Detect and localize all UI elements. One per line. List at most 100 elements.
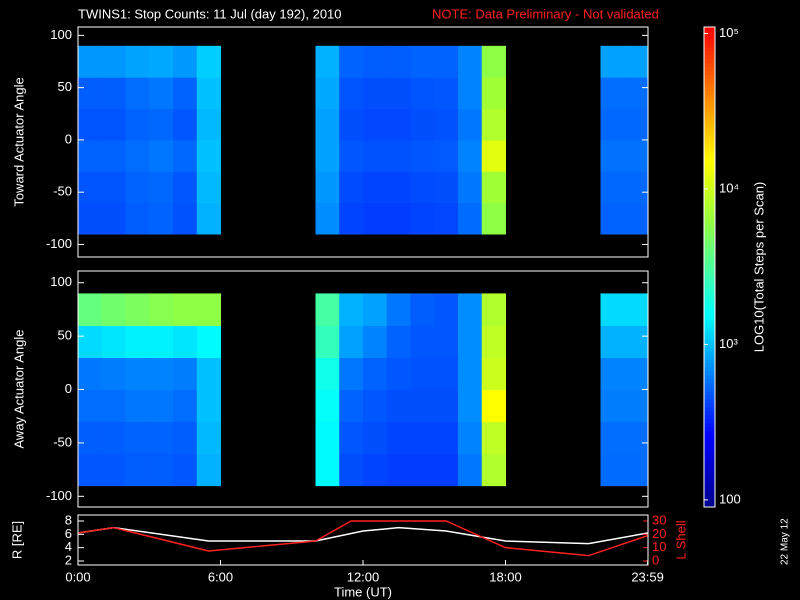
colorbar-strip: [704, 27, 715, 32]
colorbar-strip: [704, 439, 715, 444]
colorbar-strip: [704, 235, 715, 240]
heatmap-cell: [386, 421, 411, 455]
heatmap-cell: [339, 293, 364, 326]
y2-tick-label: 10: [652, 539, 666, 554]
y-tick-label: 6: [65, 526, 72, 541]
heatmap-cell: [600, 202, 625, 235]
colorbar-tick-label: 10⁵: [719, 25, 739, 40]
colorbar-frame: [703, 26, 716, 508]
heatmap-cell: [149, 171, 174, 204]
x-tick-label: 12:00: [347, 569, 380, 584]
colorbar-strip: [704, 351, 715, 356]
heatmap-cell: [434, 171, 459, 204]
heatmap-cell: [434, 202, 459, 235]
heatmap-cell: [386, 45, 411, 78]
heatmap-cell: [196, 293, 221, 326]
colorbar-strip: [704, 119, 715, 124]
colorbar-strip: [704, 123, 715, 128]
heatmap-cell: [600, 389, 625, 423]
colorbar-strip: [704, 387, 715, 392]
heatmap-cell: [458, 108, 483, 141]
heatmap-cell: [78, 453, 103, 487]
heatmap-cell: [363, 421, 388, 455]
heatmap-cell: [458, 357, 483, 391]
heatmap-cell: [386, 77, 411, 110]
colorbar-strip: [704, 311, 715, 316]
heatmap-cell: [600, 77, 625, 110]
colorbar-strip: [704, 291, 715, 296]
heatmap-cell: [339, 202, 364, 235]
colorbar-strip: [704, 75, 715, 80]
heatmap-cell: [624, 77, 649, 110]
colorbar-strip: [704, 431, 715, 436]
colorbar-strip: [704, 379, 715, 384]
heatmap-cell: [410, 421, 435, 455]
colorbar-strip: [704, 295, 715, 300]
heatmap-cell: [196, 453, 221, 487]
heatmap-cell: [315, 421, 340, 455]
colorbar-strip: [704, 135, 715, 140]
y-tick-label: 0: [65, 131, 72, 146]
colorbar-strip: [704, 191, 715, 196]
heatmap-cell: [386, 202, 411, 235]
colorbar-strip: [704, 67, 715, 72]
heatmap-cell: [386, 171, 411, 204]
heatmap-cell: [173, 357, 198, 391]
colorbar-strip: [704, 159, 715, 164]
heatmap-cell: [600, 108, 625, 141]
heatmap-cell: [101, 171, 126, 204]
heatmap-cell: [125, 108, 150, 141]
colorbar-strip: [704, 455, 715, 460]
colorbar-strip: [704, 47, 715, 52]
heatmap-cell: [149, 108, 174, 141]
colorbar-strip: [704, 403, 715, 408]
heatmap-cell: [149, 325, 174, 358]
heatmap-cell: [315, 325, 340, 358]
heatmap-cell: [386, 453, 411, 487]
colorbar-strip: [704, 499, 715, 504]
colorbar-strip: [704, 231, 715, 236]
heatmap-cell: [624, 108, 649, 141]
colorbar-strip: [704, 99, 715, 104]
colorbar-strip: [704, 51, 715, 56]
heatmap-cell: [624, 202, 649, 235]
colorbar-strip: [704, 223, 715, 228]
heatmap-cell: [339, 77, 364, 110]
heatmap-cell: [315, 45, 340, 78]
colorbar-strip: [704, 299, 715, 304]
heatmap-cell: [434, 77, 459, 110]
heatmap-cell: [458, 421, 483, 455]
y-tick-label: 0: [65, 381, 72, 396]
colorbar-strip: [704, 419, 715, 424]
colorbar-strip: [704, 315, 715, 320]
heatmap-cell: [363, 357, 388, 391]
plot-frame: [77, 26, 649, 258]
heatmap-cell: [149, 139, 174, 172]
heatmap-cell: [458, 139, 483, 172]
heatmap-cell: [339, 171, 364, 204]
colorbar-strip: [704, 255, 715, 260]
heatmap-cell: [363, 45, 388, 78]
heatmap-cell: [339, 108, 364, 141]
heatmap-cell: [434, 139, 459, 172]
heatmap-cell: [78, 108, 103, 141]
heatmap-cell: [173, 45, 198, 78]
heatmap-cell: [363, 77, 388, 110]
colorbar-strip: [704, 171, 715, 176]
colorbar-strip: [704, 459, 715, 464]
heatmap-cell: [315, 77, 340, 110]
note: NOTE: Data Preliminary - Not validated: [432, 6, 659, 21]
heatmap-cell: [125, 139, 150, 172]
heatmap-cell: [78, 421, 103, 455]
heatmap-cell: [410, 293, 435, 326]
heatmap-cell: [481, 77, 506, 110]
colorbar-strip: [704, 243, 715, 248]
heatmap-cell: [410, 389, 435, 423]
colorbar-strip: [704, 283, 715, 288]
heatmap-cell: [196, 357, 221, 391]
heatmap-cell: [125, 421, 150, 455]
colorbar-strip: [704, 167, 715, 172]
heatmap-cell: [410, 325, 435, 358]
colorbar-strip: [704, 407, 715, 412]
